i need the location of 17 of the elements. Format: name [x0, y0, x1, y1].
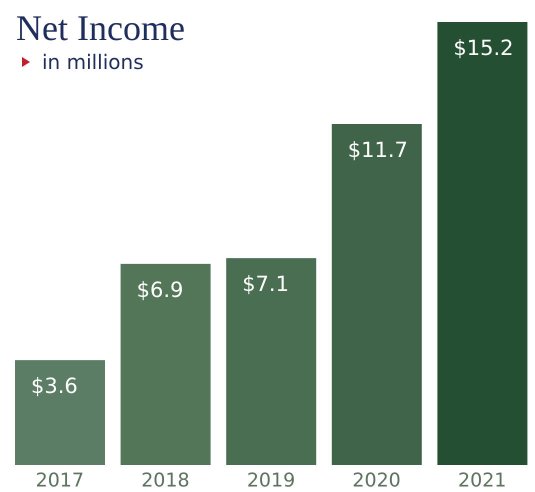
data-label: $11.7	[348, 138, 408, 162]
data-label: $3.6	[31, 374, 78, 398]
data-label: $6.9	[136, 278, 184, 302]
x-tick-label: 2018	[141, 469, 190, 492]
data-label: $7.1	[242, 272, 289, 296]
bar	[332, 124, 422, 465]
text: in millions	[42, 50, 144, 74]
x-tick-label: 2017	[36, 469, 84, 492]
bar	[120, 264, 211, 465]
bar	[226, 258, 316, 465]
chart-title: Net Income	[16, 8, 185, 48]
bar	[15, 360, 105, 465]
x-tick-label: 2021	[458, 469, 506, 492]
x-tick-label: 2019	[246, 469, 296, 492]
bar	[437, 22, 528, 465]
data-label: $15.2	[453, 36, 514, 60]
x-tick-label: 2020	[352, 469, 401, 492]
